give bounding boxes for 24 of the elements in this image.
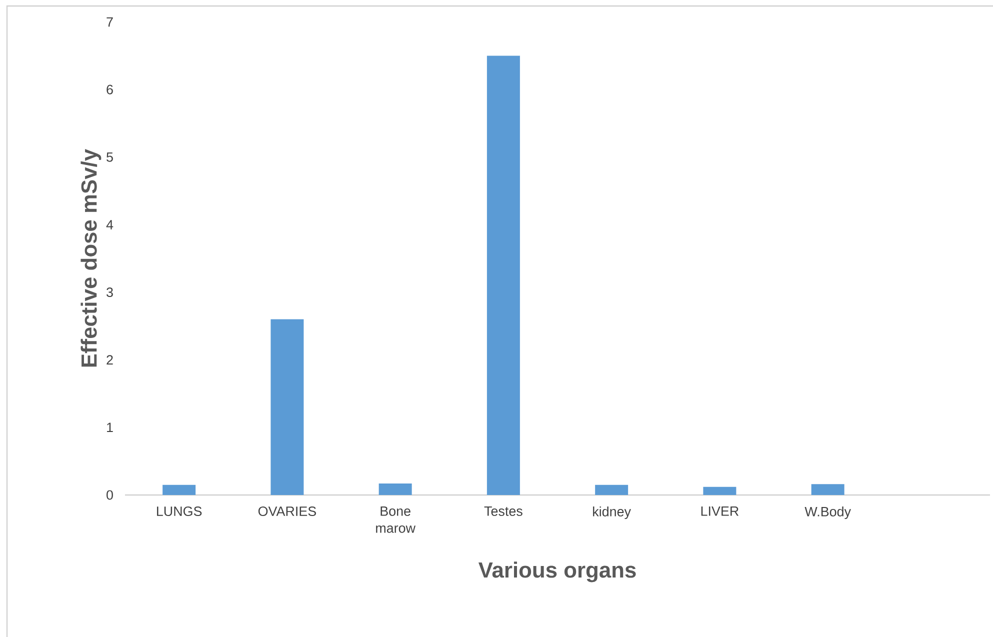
x-tick-label: W.Body [804, 506, 851, 520]
bar [378, 483, 412, 495]
bar [162, 484, 196, 495]
x-tick-label: LUNGS [157, 506, 202, 516]
bar [703, 486, 736, 495]
x-tick-label: OVARIES [258, 506, 316, 516]
x-tick-label: Testes [484, 506, 522, 516]
x-tick-label: LIVER [701, 506, 739, 516]
y-tick-label: 1 [107, 422, 113, 432]
bar [486, 56, 520, 495]
y-tick-label: 6 [106, 84, 113, 94]
y-tick-label: 4 [106, 220, 114, 230]
y-tick-label: 5 [106, 152, 113, 162]
y-axis-title: Effective dose mSv/y [80, 148, 102, 367]
bar [595, 484, 628, 495]
y-tick-label: 7 [106, 17, 113, 27]
bar [811, 484, 844, 495]
x-axis-title: Various organs [478, 562, 636, 582]
y-tick-label: 0 [106, 490, 113, 500]
x-tick-label: kidney [593, 506, 631, 520]
y-tick-label: 2 [106, 355, 113, 365]
bar [270, 319, 304, 495]
y-tick-label: 3 [106, 288, 113, 298]
x-tick-label: Bone marow [376, 506, 416, 533]
